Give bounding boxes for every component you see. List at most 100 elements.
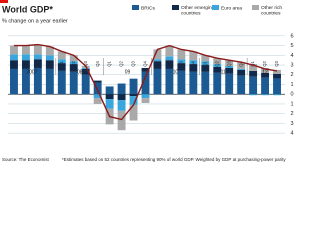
bar-segment xyxy=(21,45,30,55)
bar-segment xyxy=(237,68,246,70)
year-label: 12 xyxy=(262,69,268,75)
bar-segment xyxy=(249,94,258,96)
bar-segment xyxy=(273,69,281,74)
bar-segment xyxy=(93,98,102,104)
bar-segment xyxy=(261,67,270,73)
bar-segment xyxy=(273,94,281,96)
x-tick-label: Q4 xyxy=(47,61,52,67)
x-tick-label: Q4 xyxy=(190,61,195,67)
bar-segment xyxy=(177,70,186,95)
bar-segment xyxy=(141,94,150,99)
year-label: 09 xyxy=(125,69,131,75)
bar-segment xyxy=(165,60,174,69)
bar-segment xyxy=(213,72,222,95)
bar-segment xyxy=(45,60,54,69)
bar-segment xyxy=(69,64,78,72)
bar-segment xyxy=(57,51,66,60)
bar-segment xyxy=(201,71,210,95)
bar-segment xyxy=(93,82,102,95)
source: Source: The Economist xyxy=(2,157,49,162)
y-tick-label: 1 xyxy=(290,82,293,88)
y-tick-label: 2 xyxy=(290,72,293,78)
bar-segment xyxy=(141,71,150,95)
bar-segment xyxy=(249,64,258,71)
bar-segment xyxy=(261,94,270,96)
bar-segment xyxy=(105,94,114,100)
bar-segment xyxy=(213,64,222,67)
bar-segment xyxy=(129,96,138,105)
bar-segment xyxy=(45,46,54,56)
bar-segment xyxy=(10,60,18,69)
y-tick-label: 4 xyxy=(290,53,293,59)
bar-segment xyxy=(129,104,138,121)
legend-label: BRICs xyxy=(141,5,155,11)
chart-subtitle: % change on a year earlier xyxy=(2,18,68,24)
x-tick-label: Q1 xyxy=(11,61,16,67)
chart-title: World GDP* xyxy=(2,4,53,14)
bar-segment xyxy=(189,71,198,95)
bar-segment xyxy=(10,45,18,55)
legend-label: Other rich countries xyxy=(261,5,282,17)
x-tick-label: Q1 xyxy=(250,61,255,67)
bar-segment xyxy=(129,78,138,95)
bar-segment xyxy=(165,68,174,95)
bar-segment xyxy=(201,55,210,62)
bar-segment xyxy=(213,66,222,73)
legend-swatch xyxy=(132,5,139,10)
x-tick-label: Q2 xyxy=(71,61,76,67)
bar-segment xyxy=(189,51,198,61)
y-tick-label: 0 xyxy=(290,92,293,98)
chart: World GDP* % change on a year earlier So… xyxy=(0,0,294,162)
bar-segment xyxy=(189,64,198,72)
bar-segment xyxy=(117,110,126,131)
x-tick-label: Q1 xyxy=(107,61,112,67)
brand-bar xyxy=(0,0,8,3)
bar-segment xyxy=(177,49,186,60)
y-tick-label: 4 xyxy=(290,131,293,137)
y-tick-label: 3 xyxy=(290,62,293,68)
bar-segment xyxy=(33,54,42,60)
bar-segment xyxy=(21,68,30,95)
x-tick-label: Q3 xyxy=(274,61,279,67)
bar-segment xyxy=(33,67,42,95)
bar-segment xyxy=(225,67,234,74)
x-tick-label: Q3 xyxy=(35,61,40,67)
x-tick-label: Q3 xyxy=(226,61,231,67)
bar-segment xyxy=(69,55,78,62)
x-tick-label: Q1 xyxy=(155,61,160,67)
bar-segment xyxy=(273,78,281,95)
x-tick-label: Q1 xyxy=(202,61,207,67)
bar-segment xyxy=(21,60,30,69)
x-tick-label: Q4 xyxy=(238,61,243,67)
bar-segment xyxy=(237,75,246,95)
bar-segment xyxy=(57,59,66,64)
footnote: *Estimates based on 52 countries represe… xyxy=(62,157,286,162)
y-tick-label: 6 xyxy=(290,33,293,39)
bar-segment xyxy=(249,70,258,77)
bar-segment xyxy=(237,69,246,76)
bar-segment xyxy=(249,76,258,95)
bar-segment xyxy=(117,94,126,101)
x-tick-label: Q4 xyxy=(143,61,148,67)
bar-segment xyxy=(165,56,174,61)
x-tick-label: Q4 xyxy=(95,61,100,67)
year-label: 08 xyxy=(77,69,83,75)
bar-segment xyxy=(117,83,126,95)
bar-segment xyxy=(261,77,270,95)
bar-segment xyxy=(141,98,150,103)
bar-segment xyxy=(177,59,186,64)
total-line xyxy=(13,43,278,121)
legend-swatch xyxy=(212,5,219,10)
bar-segment xyxy=(261,72,270,78)
legend-swatch xyxy=(252,5,259,10)
legend-label: Other emerging countries xyxy=(181,5,215,17)
bar-segment xyxy=(45,68,54,95)
bar-segment xyxy=(69,71,78,95)
x-tick-label: Q2 xyxy=(262,61,267,67)
bar-segment xyxy=(273,73,281,79)
year-label: 10 xyxy=(173,69,179,75)
bar-segment xyxy=(153,59,162,62)
bar-segment xyxy=(117,100,126,111)
bar-segment xyxy=(237,62,246,69)
bar-segment xyxy=(81,67,90,69)
